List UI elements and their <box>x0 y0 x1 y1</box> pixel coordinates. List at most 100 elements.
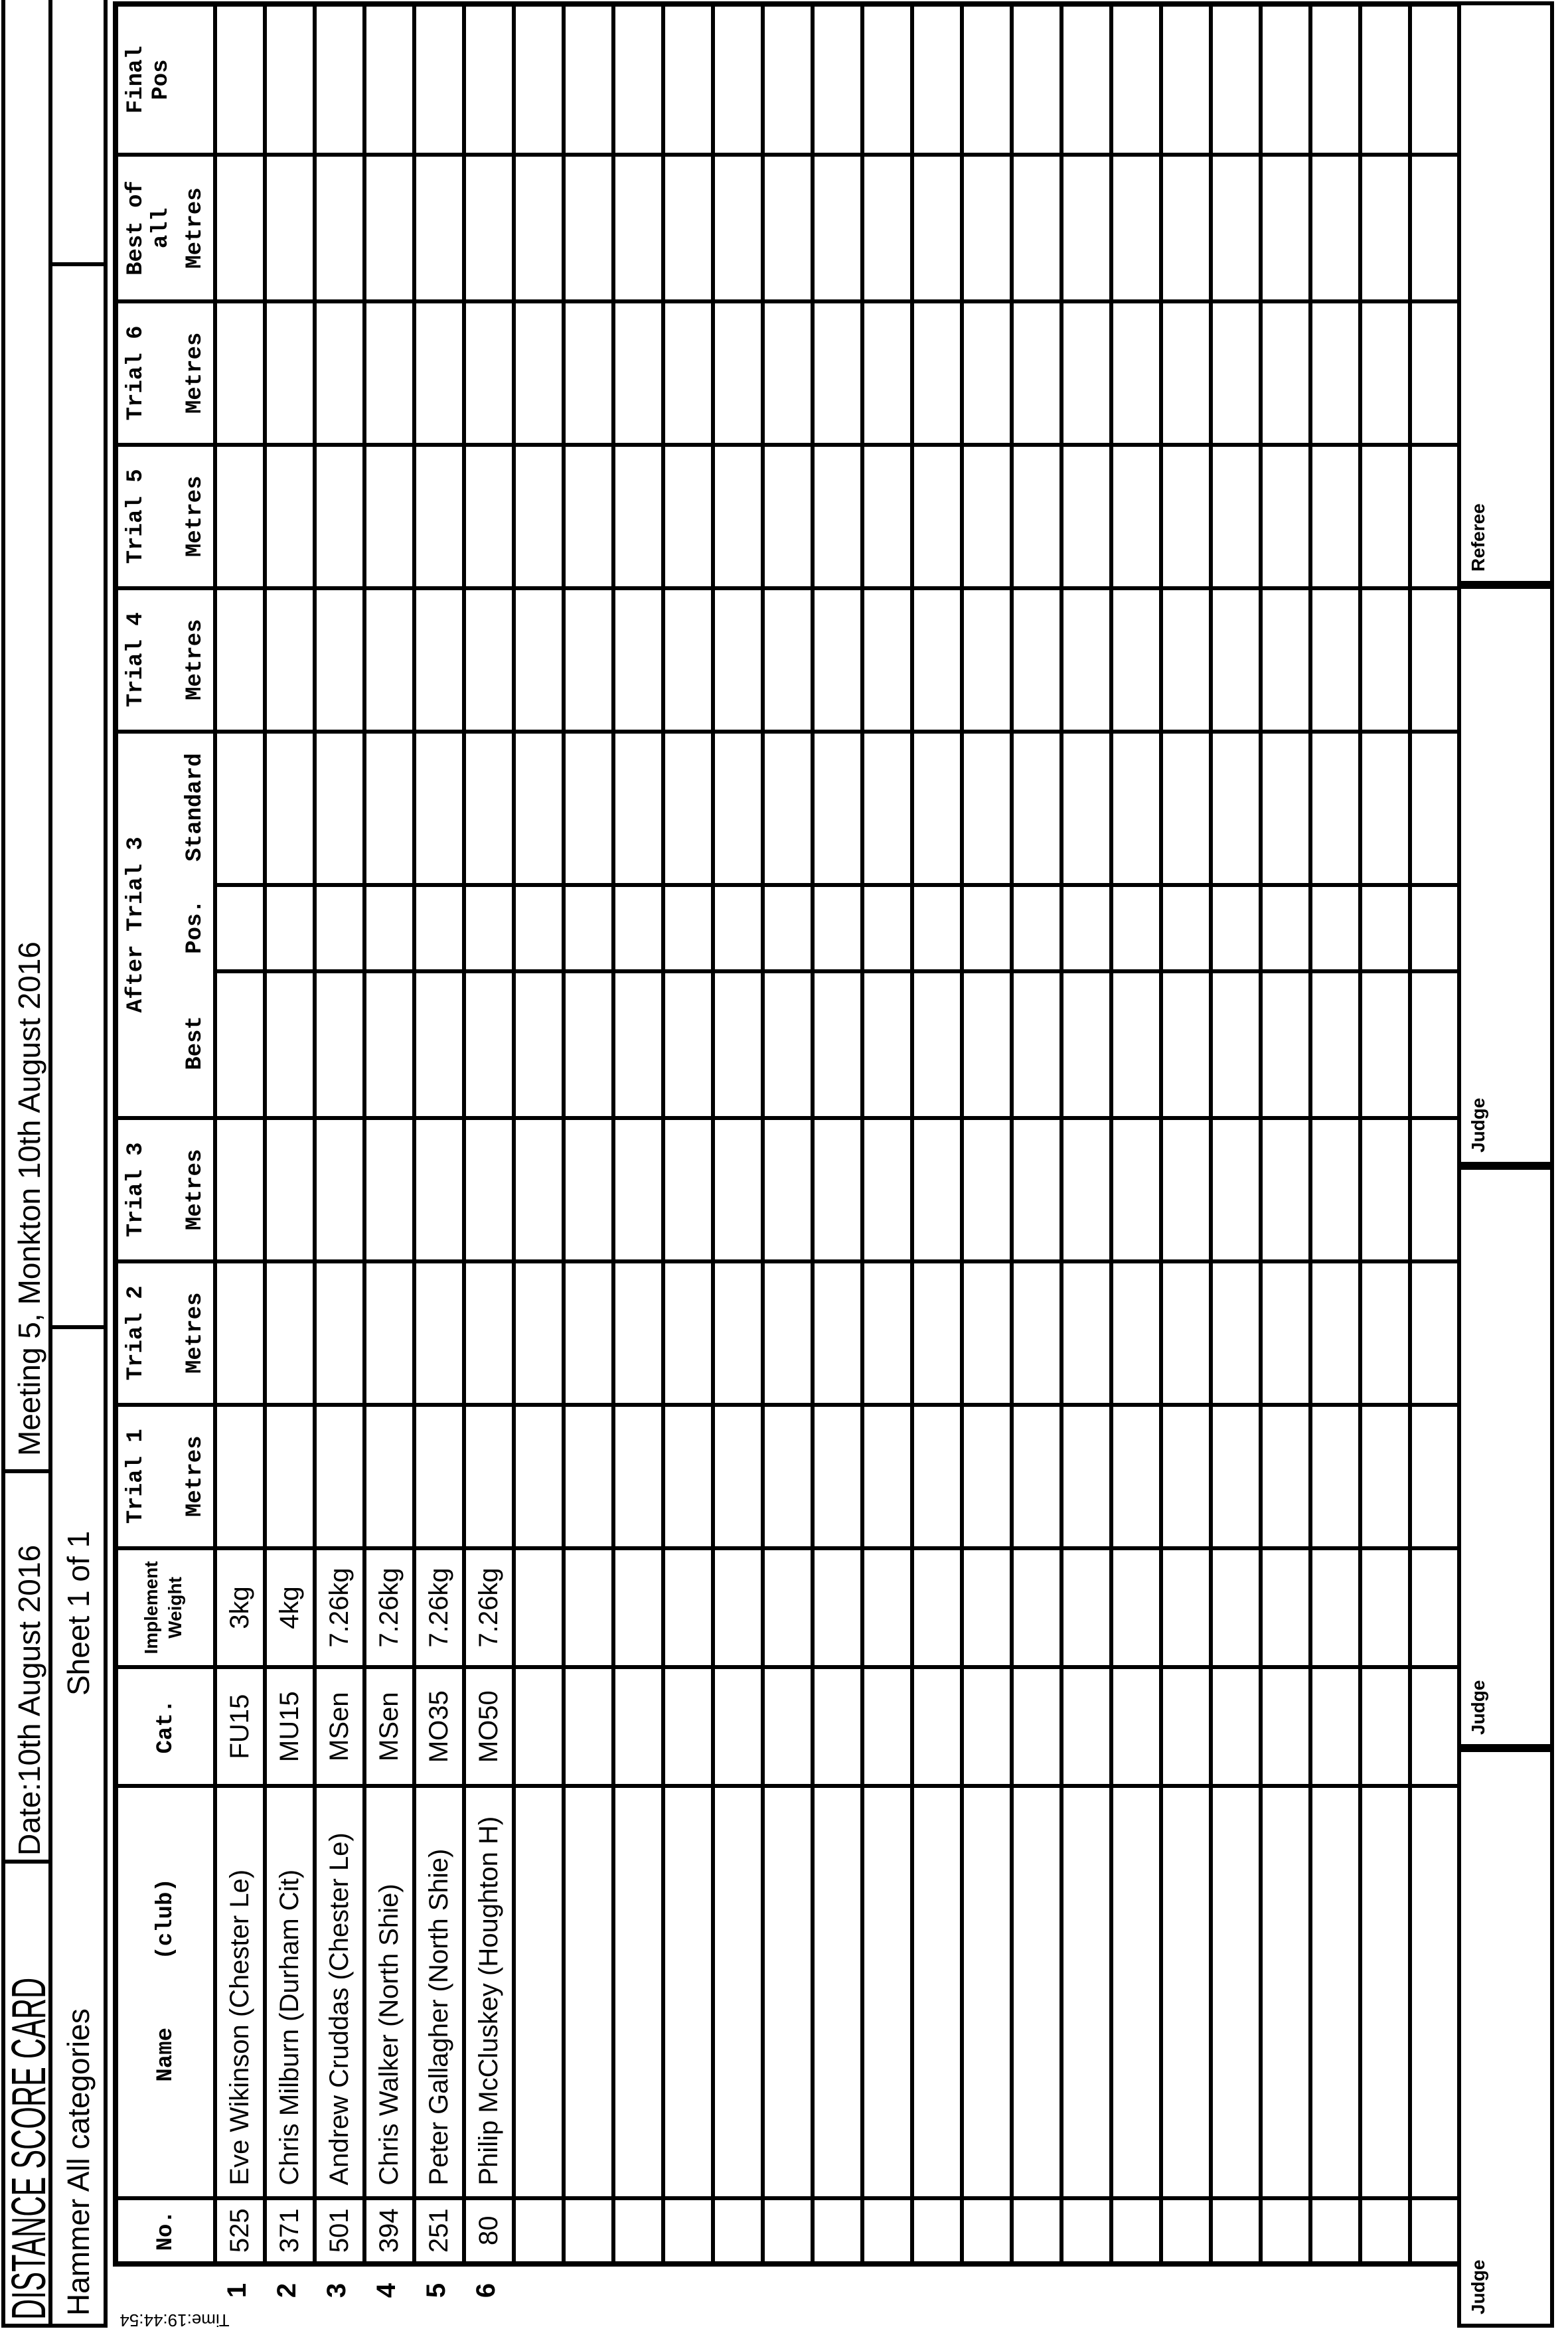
cell-result-blank <box>265 155 315 301</box>
cell-blank <box>1012 1786 1061 2198</box>
cell-blank <box>1360 1786 1410 2198</box>
cell-result-blank <box>464 731 514 885</box>
cell-blank <box>1161 971 1211 1118</box>
cell-blank <box>962 1117 1012 1261</box>
cell-blank <box>613 1667 663 1787</box>
cell-blank <box>564 1667 613 1787</box>
col-header-trial3: Trial 3 Metres <box>116 1117 215 1261</box>
cell-blank <box>1111 444 1161 588</box>
cell-blank <box>1211 884 1261 972</box>
cell-blank <box>564 1117 613 1261</box>
cell-result-blank <box>364 971 414 1118</box>
cell-blank <box>1161 588 1211 732</box>
cell-result-blank <box>464 1117 514 1261</box>
cell-blank <box>663 2198 713 2264</box>
cell-blank <box>713 1786 763 2198</box>
cell-blank <box>613 301 663 445</box>
cell-blank <box>912 301 962 445</box>
cell-bib-no: 394 <box>364 2198 414 2264</box>
cell-blank <box>1012 444 1061 588</box>
cell-blank <box>1161 4 1211 155</box>
cell-blank <box>862 4 912 155</box>
cell-blank <box>1111 1667 1161 1787</box>
cell-blank <box>1111 884 1161 972</box>
cell-blank <box>912 971 962 1118</box>
cell-blank <box>1261 1261 1310 1405</box>
cell-blank <box>514 301 564 445</box>
cell-blank <box>862 1667 912 1787</box>
cell-blank <box>564 2198 613 2264</box>
cell-blank <box>1410 588 1460 732</box>
cell-blank <box>1360 301 1410 445</box>
cell-blank <box>813 884 862 972</box>
cell-blank <box>1310 1667 1360 1787</box>
col-header-trial2: Trial 2 Metres <box>116 1261 215 1405</box>
cell-blank <box>514 884 564 972</box>
cell-blank <box>1211 731 1261 885</box>
cell-blank <box>1012 1261 1061 1405</box>
score-table: No. Name (club) Cat. Implement Weight Tr… <box>113 1 1462 2267</box>
cell-result-blank <box>315 301 364 445</box>
cell-blank <box>912 4 962 155</box>
cell-blank <box>713 588 763 732</box>
cell-blank <box>1410 884 1460 972</box>
judge-signature-box: Judge <box>1457 585 1554 1166</box>
cell-blank <box>1261 1786 1310 2198</box>
cell-result-blank <box>215 731 265 885</box>
cell-blank <box>1061 1261 1111 1405</box>
cell-blank <box>813 301 862 445</box>
cell-result-blank <box>265 884 315 972</box>
cell-blank <box>1211 971 1261 1118</box>
cell-implement-weight: 7.26kg <box>364 1548 414 1668</box>
cell-result-blank <box>215 155 265 301</box>
cell-blank <box>1211 155 1261 301</box>
cell-blank <box>1410 1667 1460 1787</box>
cell-blank <box>813 1404 862 1548</box>
cell-blank <box>763 1117 813 1261</box>
cell-blank <box>962 4 1012 155</box>
cell-blank <box>564 4 613 155</box>
cell-blank <box>613 1548 663 1668</box>
cell-blank <box>763 1548 813 1668</box>
empty-row <box>962 4 1012 2264</box>
cell-blank <box>564 731 613 885</box>
empty-row <box>514 4 564 2264</box>
event-row: Hammer All categories Sheet 1 of 1 <box>48 0 108 2328</box>
cell-blank <box>1111 1404 1161 1548</box>
cell-result-blank <box>265 1261 315 1405</box>
cell-blank <box>1111 971 1161 1118</box>
cell-blank <box>1410 1404 1460 1548</box>
cell-name-club: Eve Wikinson (Chester Le) <box>215 1786 265 2198</box>
cell-blank <box>962 1667 1012 1787</box>
judge-label: Judge <box>1468 1680 1488 1735</box>
cell-blank <box>1211 1548 1261 1668</box>
cell-result-blank <box>315 971 364 1118</box>
col-header-standard: Standard <box>183 753 208 862</box>
cell-blank <box>1261 884 1310 972</box>
cell-blank <box>514 1667 564 1787</box>
cell-blank <box>1061 731 1111 885</box>
cell-result-blank <box>364 884 414 972</box>
cell-blank <box>713 1667 763 1787</box>
cell-blank <box>1161 1261 1211 1405</box>
cell-blank <box>613 444 663 588</box>
cell-blank <box>1012 301 1061 445</box>
cell-blank <box>813 1117 862 1261</box>
judge-signature-box: Judge <box>1457 1166 1554 1748</box>
cell-blank <box>663 884 713 972</box>
cell-blank <box>564 1548 613 1668</box>
cell-blank <box>1360 1404 1410 1548</box>
date-cell: Date:10th August 2016 <box>5 1473 52 1864</box>
cell-blank <box>514 731 564 885</box>
event-label: Hammer All categories <box>60 2008 96 2316</box>
cell-blank <box>763 1786 813 2198</box>
cell-result-blank <box>265 1117 315 1261</box>
cell-result-blank <box>215 588 265 732</box>
cell-result-blank <box>364 4 414 155</box>
cell-blank <box>1410 1117 1460 1261</box>
cell-result-blank <box>364 731 414 885</box>
cell-result-blank <box>315 444 364 588</box>
cell-blank <box>713 971 763 1118</box>
cell-blank <box>663 4 713 155</box>
cell-blank <box>962 301 1012 445</box>
